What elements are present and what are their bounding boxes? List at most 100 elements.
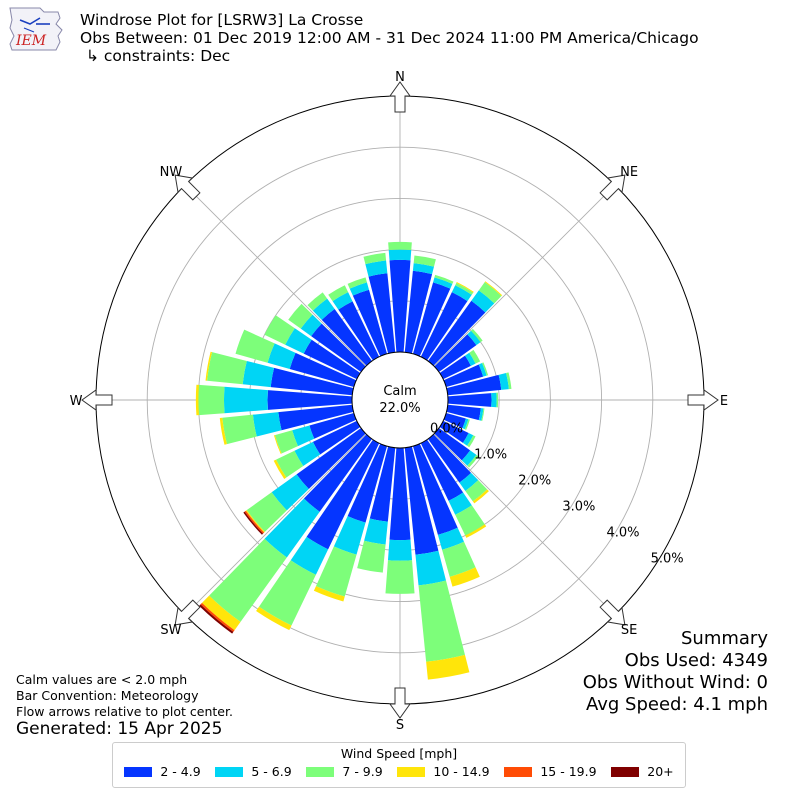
calm-label: Calm xyxy=(383,384,416,399)
bar-dir230-bin5 xyxy=(243,511,264,535)
flow-arrow-315 xyxy=(174,174,201,201)
bar-dir120-bin2 xyxy=(467,435,476,448)
calm-circle-group: Calm 22.0% xyxy=(351,351,449,449)
bar-dir40-bin1 xyxy=(471,290,495,313)
bar-dir260-bin3 xyxy=(219,417,227,445)
radial-tick-1: 1.0% xyxy=(474,447,507,462)
legend-swatch xyxy=(215,766,244,777)
bar-dir100-bin0 xyxy=(446,404,481,421)
grid-spoke-135 xyxy=(433,433,616,616)
bar-dir190-bin1 xyxy=(364,518,388,545)
bar-dir130-bin2 xyxy=(467,454,479,468)
bar-dir10-bin0 xyxy=(404,270,433,354)
bar-dir60-bin2 xyxy=(469,349,481,364)
bar-dir30-bin2 xyxy=(455,282,474,295)
flow-arrow-0 xyxy=(389,81,411,113)
bar-dir110-bin1 xyxy=(462,418,469,430)
bar-dir350-bin2 xyxy=(363,252,387,265)
bar-dir230-bin3 xyxy=(245,510,265,533)
legend: Wind Speed [mph] 2 - 4.9 5 - 6.9 7 - 9.9 10… xyxy=(112,742,686,788)
summary-panel: Summary Obs Used: 4349 Obs Without Wind:… xyxy=(583,628,768,716)
bar-dir280-bin2 xyxy=(207,352,247,385)
bar-dir170-bin3 xyxy=(426,654,470,680)
compass-nw: NW xyxy=(160,165,183,180)
bar-dir0-bin2 xyxy=(388,241,412,251)
bar-dir0-bin0 xyxy=(389,259,411,353)
summary-title: Summary xyxy=(681,628,768,649)
flow-arrow-225 xyxy=(174,599,201,626)
bar-dir270-bin0 xyxy=(267,390,353,410)
bar-dir290-bin0 xyxy=(289,352,357,388)
bar-dir310-bin0 xyxy=(311,323,366,372)
bar-dir160-bin1 xyxy=(437,527,464,550)
bar-dir250-bin3 xyxy=(273,435,282,454)
bar-dir270-bin3 xyxy=(195,384,199,416)
compass-s: S xyxy=(396,718,404,733)
bar-dir80-bin2 xyxy=(506,372,512,390)
bar-dir300-bin1 xyxy=(285,328,312,354)
bar-dir260-bin0 xyxy=(278,404,354,431)
bar-dir80-bin0 xyxy=(446,374,502,396)
compass-e: E xyxy=(720,394,728,409)
bar-dir220-bin0 xyxy=(303,434,372,512)
bar-dir100-bin1 xyxy=(478,408,484,421)
bar-dir270-bin1 xyxy=(224,386,268,414)
bar-dir330-bin0 xyxy=(338,301,380,361)
bar-dir150-bin2 xyxy=(455,505,485,536)
legend-label: 15 - 19.9 xyxy=(540,764,597,779)
bar-dir240-bin2 xyxy=(276,450,304,478)
bar-convention: Bar Convention: Meteorology xyxy=(16,688,199,703)
bar-dir140-bin0 xyxy=(428,434,472,483)
legend-swatch xyxy=(611,766,640,777)
bar-dir10-bin1 xyxy=(412,263,434,275)
bar-dir30-bin3 xyxy=(456,282,474,293)
compass-w: W xyxy=(70,394,83,409)
bar-dir80-bin1 xyxy=(498,372,509,390)
bar-dir280-bin1 xyxy=(242,360,275,388)
bar-dir90-bin1 xyxy=(491,392,497,408)
bar-dir70-bin1 xyxy=(478,362,487,377)
bar-dir210-bin3 xyxy=(256,606,292,631)
radial-tick-4: 4.0% xyxy=(606,525,639,540)
windrose-bars xyxy=(195,241,512,680)
bar-dir120-bin1 xyxy=(462,433,474,446)
bar-dir120-bin0 xyxy=(439,420,469,443)
bar-dir310-bin1 xyxy=(300,314,322,337)
bar-dir90-bin2 xyxy=(496,392,499,408)
bar-dir240-bin1 xyxy=(294,441,321,467)
flow-arrow-270 xyxy=(81,389,113,411)
compass-se: SE xyxy=(621,623,637,638)
bar-dir40-bin2 xyxy=(478,282,502,304)
bar-dir240-bin3 xyxy=(273,459,287,479)
compass-n: N xyxy=(395,70,405,85)
bar-dir20-bin0 xyxy=(412,282,451,357)
bar-dir150-bin1 xyxy=(448,492,472,515)
calm-value: 22.0% xyxy=(379,401,420,416)
bar-dir210-bin0 xyxy=(306,439,380,550)
bar-dir330-bin1 xyxy=(332,292,353,310)
summary-obs-used: Obs Used: 4349 xyxy=(624,650,768,671)
bar-dir130-bin1 xyxy=(461,450,477,466)
iem-logo: IEM xyxy=(9,7,63,51)
grid-spoke-225 xyxy=(184,433,367,616)
plot-constraints: ↳ constraints: Dec xyxy=(86,47,231,65)
bar-dir20-bin1 xyxy=(433,277,453,289)
bar-dir230-bin0 xyxy=(296,428,366,489)
bar-dir220-bin1 xyxy=(264,498,320,558)
legend-label: 7 - 9.9 xyxy=(342,764,383,779)
bar-dir290-bin1 xyxy=(267,343,296,369)
bar-dir270-bin2 xyxy=(198,384,225,416)
bar-dir100-bin2 xyxy=(481,408,485,421)
bar-dir170-bin1 xyxy=(415,550,447,586)
bar-dir320-bin0 xyxy=(321,309,372,366)
bar-dir280-bin3 xyxy=(205,351,213,381)
bar-dir140-bin3 xyxy=(472,489,489,504)
flow-arrow-90 xyxy=(687,389,719,411)
legend-title: Wind Speed [mph] xyxy=(340,746,458,761)
bar-dir40-bin3 xyxy=(484,281,503,297)
bar-dir320-bin2 xyxy=(307,292,328,311)
bar-dir50-bin2 xyxy=(470,328,483,343)
bar-dir300-bin2 xyxy=(264,315,295,345)
bar-dir170-bin2 xyxy=(418,580,465,662)
